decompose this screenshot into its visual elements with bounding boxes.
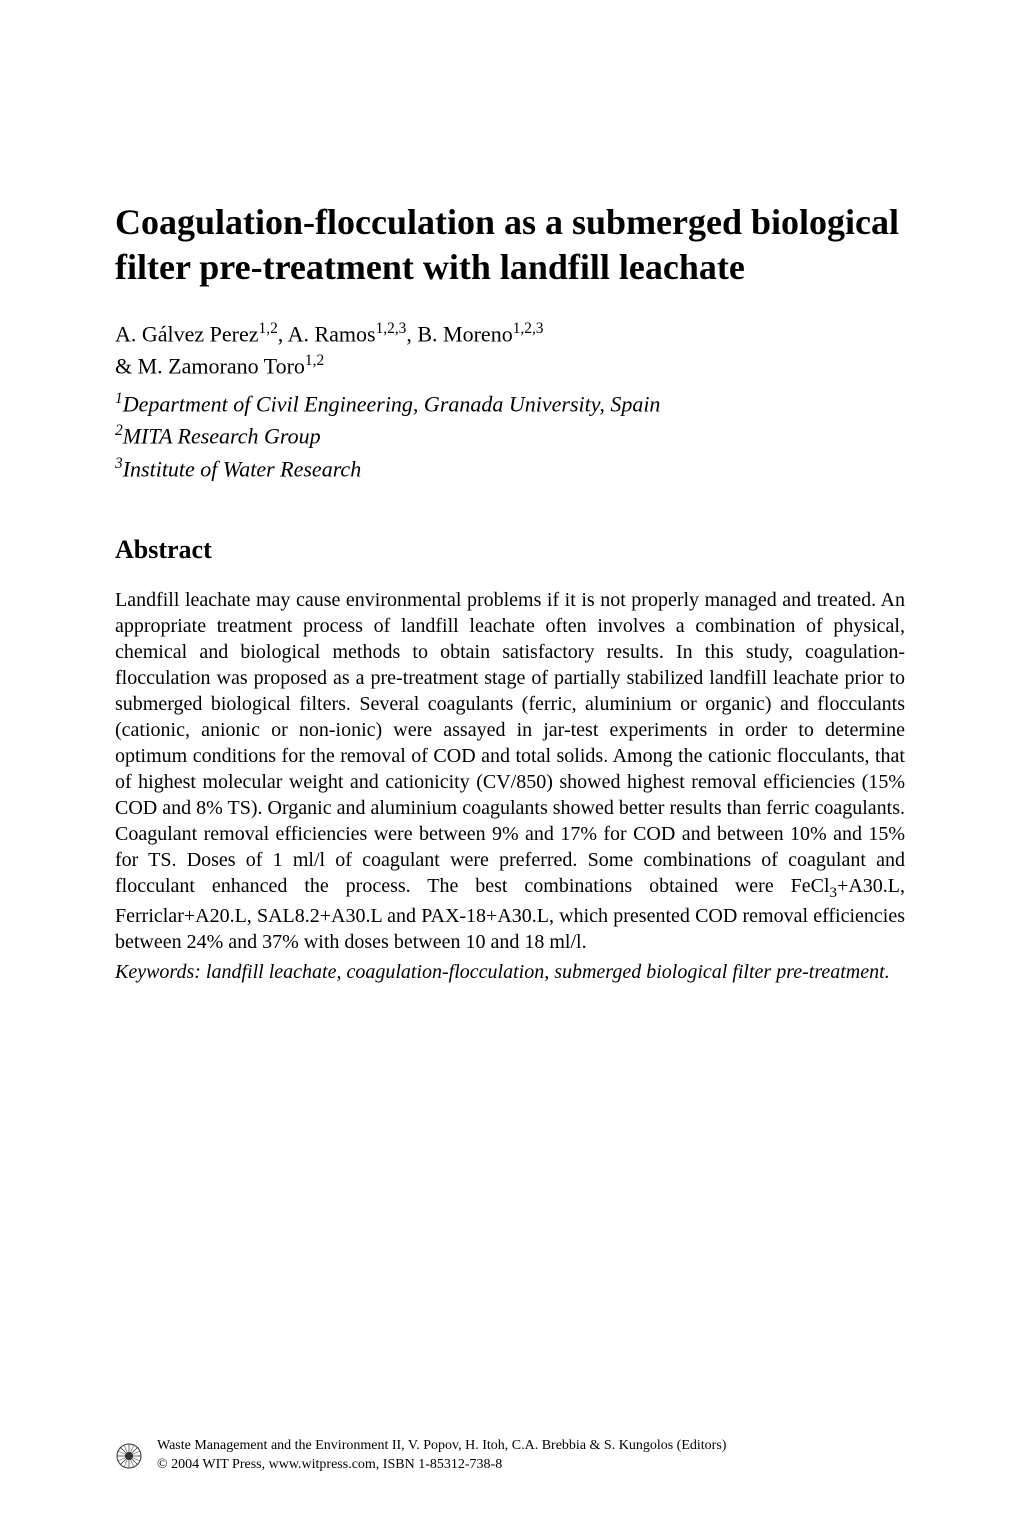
affiliation-1-sup: 1	[115, 390, 123, 407]
affiliation-3-sup: 3	[115, 455, 123, 472]
affiliation-2-sup: 2	[115, 422, 123, 439]
publisher-logo-icon	[115, 1442, 143, 1470]
authors-block: A. Gálvez Perez1,2, A. Ramos1,2,3, B. Mo…	[115, 318, 905, 382]
affiliation-2: MITA Research Group	[123, 424, 321, 449]
author-1: A. Gálvez Perez	[115, 321, 259, 346]
affiliations-block: 1Department of Civil Engineering, Granad…	[115, 388, 905, 484]
author-3-sup: 1,2,3	[513, 320, 544, 337]
author-4-prefix: & M. Zamorano Toro	[115, 353, 305, 378]
abstract-heading: Abstract	[115, 535, 905, 565]
author-2-prefix: , A. Ramos	[278, 321, 376, 346]
footer-line-2: © 2004 WIT Press, www.witpress.com, ISBN…	[157, 1457, 502, 1472]
author-2-sup: 1,2,3	[376, 320, 407, 337]
keywords: Keywords: landfill leachate, coagulation…	[115, 959, 905, 985]
abstract-part1: Landfill leachate may cause environmenta…	[115, 589, 905, 897]
footer-text: Waste Management and the Environment II,…	[157, 1437, 726, 1475]
author-3-prefix: , B. Moreno	[406, 321, 512, 346]
author-4-sup: 1,2	[305, 352, 324, 369]
author-1-sup: 1,2	[259, 320, 278, 337]
abstract-body: Landfill leachate may cause environmenta…	[115, 587, 905, 956]
paper-title: Coagulation-flocculation as a submerged …	[115, 200, 905, 290]
affiliation-1: Department of Civil Engineering, Granada…	[123, 392, 661, 417]
affiliation-3: Institute of Water Research	[123, 456, 362, 481]
abstract-subscript: 3	[830, 885, 838, 901]
footer: Waste Management and the Environment II,…	[115, 1437, 905, 1475]
footer-line-1: Waste Management and the Environment II,…	[157, 1438, 726, 1453]
